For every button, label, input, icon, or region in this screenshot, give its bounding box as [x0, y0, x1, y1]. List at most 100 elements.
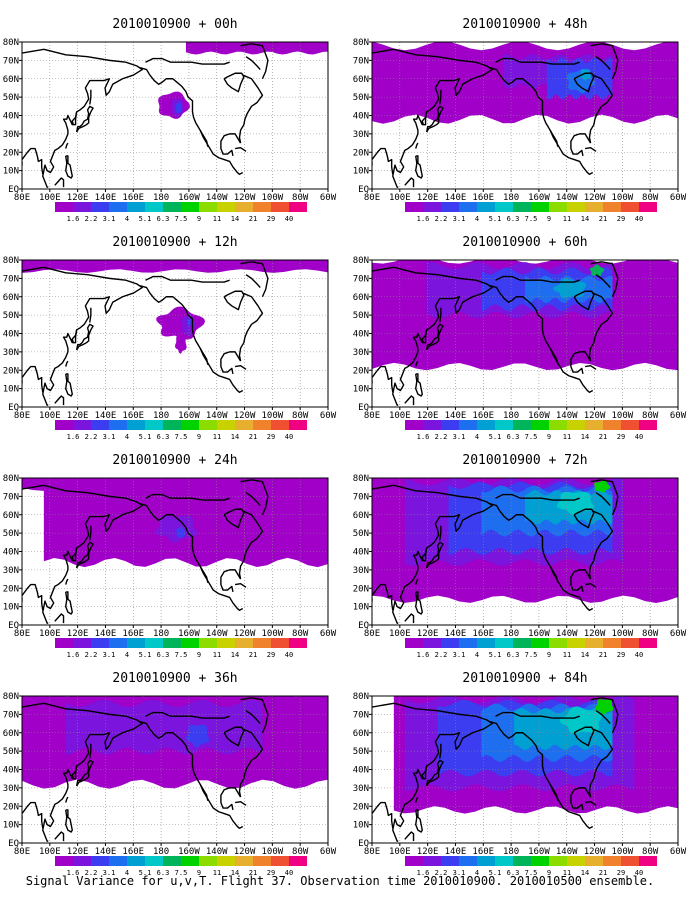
colorbar-label: 7.5	[525, 651, 538, 659]
colorbar-label: 40	[285, 869, 293, 877]
coastline	[199, 129, 209, 147]
panel-title: 2010010900 + 84h	[462, 671, 587, 686]
colorbar-label: 2.2	[435, 651, 448, 659]
y-tick-label: 40N	[353, 548, 369, 558]
colorbar-swatch	[127, 202, 145, 212]
coastline	[145, 711, 230, 719]
colorbar-swatch	[289, 638, 307, 648]
x-tick-label: 120W	[234, 411, 256, 421]
coastline	[404, 613, 415, 624]
colorbar-swatch	[567, 638, 585, 648]
colorbar: 1.6 2.2 3.1 4 5.1 6.3 7.5 9 11 14 21 29 40	[55, 638, 307, 659]
colorbar-swatch	[91, 856, 109, 866]
colorbar-swatch	[585, 420, 603, 430]
colorbar-label: 1.6	[417, 651, 430, 659]
x-tick-label: 140E	[95, 411, 117, 421]
coastline	[139, 503, 244, 612]
coastline	[549, 783, 559, 801]
coastline	[590, 261, 619, 298]
panel-title: 2010010900 + 24h	[112, 453, 237, 468]
field-contour	[65, 699, 263, 755]
x-tick-label: 100W	[262, 193, 284, 203]
y-tick-label: 30N	[353, 784, 369, 794]
coastline	[584, 582, 597, 588]
x-tick-label: 80E	[364, 629, 380, 639]
colorbar-swatch	[423, 420, 441, 430]
colorbar-swatch	[145, 420, 163, 430]
colorbar-swatch	[621, 420, 639, 430]
colorbar: 1.6 2.2 3.1 4 5.1 6.3 7.5 9 11 14 21 29 40	[55, 202, 307, 223]
colorbar-swatch	[217, 420, 235, 430]
x-tick-label: 100E	[39, 629, 61, 639]
x-tick-label: 120E	[67, 193, 89, 203]
coastline	[234, 146, 247, 152]
coastline	[573, 72, 595, 93]
coastline	[22, 365, 44, 393]
coastline	[240, 697, 269, 734]
colorbar-label: 3.1	[453, 651, 466, 659]
x-tick-label: 60W	[670, 847, 687, 857]
x-tick-label: 80E	[364, 411, 380, 421]
x-tick-label: 80W	[642, 193, 659, 203]
colorbar-swatch	[423, 856, 441, 866]
y-tick-label: 80N	[3, 256, 19, 266]
panel-8: 2010010900 + 84h 80E 100E 120E 140E 160E 180 16…	[353, 671, 687, 877]
coastline	[439, 525, 442, 541]
grid-lines	[372, 478, 678, 625]
colorbar-swatch	[109, 420, 127, 430]
colorbar-swatch	[253, 420, 271, 430]
colorbar-label: 14	[581, 869, 589, 877]
x-tick-label: 140W	[556, 193, 578, 203]
colorbar-swatch	[127, 856, 145, 866]
colorbar-label: 4	[475, 215, 479, 223]
colorbar-swatch	[73, 420, 91, 430]
x-tick-label: 80W	[292, 193, 309, 203]
coastline	[89, 525, 92, 541]
coastline	[245, 274, 261, 289]
colorbar-swatch	[549, 202, 567, 212]
colorbar-label: 9	[547, 433, 551, 441]
colorbar-swatch	[217, 202, 235, 212]
y-tick-label: 50N	[3, 529, 19, 539]
y-tick-label: 80N	[353, 38, 369, 48]
coastline	[89, 307, 92, 323]
colorbar-swatch	[217, 856, 235, 866]
coastline	[139, 67, 244, 176]
colorbar-label: 11	[563, 651, 571, 659]
colorbar-swatch	[235, 420, 253, 430]
colorbar-swatch	[405, 638, 423, 648]
colorbar-label: 40	[635, 869, 643, 877]
field-layer	[158, 42, 328, 119]
coastline	[573, 290, 595, 311]
colorbar-swatch	[423, 202, 441, 212]
x-tick-label: 160E	[122, 629, 144, 639]
coastline	[588, 510, 614, 580]
colorbar-swatch	[91, 638, 109, 648]
coastline	[404, 831, 415, 842]
y-tick-label: 70N	[3, 710, 19, 720]
colorbar-swatch	[235, 856, 253, 866]
colorbar-swatch	[477, 202, 495, 212]
coastline	[223, 72, 245, 93]
colorbar-swatch	[639, 202, 657, 212]
colorbar-label: 3.1	[453, 215, 466, 223]
y-tick-label: 10N	[353, 385, 369, 395]
coastline	[238, 74, 264, 144]
colorbar-swatch	[603, 202, 621, 212]
coastline	[245, 492, 261, 507]
y-tick-label: 20N	[3, 366, 19, 376]
x-tick-label: 120W	[234, 193, 256, 203]
grid-lines	[372, 42, 678, 189]
y-tick-label: 10N	[3, 821, 19, 831]
colorbar-swatch	[639, 420, 657, 430]
colorbar-label: 5.1	[139, 215, 152, 223]
colorbar-label: 6.3	[157, 869, 170, 877]
colorbar-label: 9	[197, 869, 201, 877]
field-contour	[187, 318, 192, 327]
colorbar-label: 6.3	[507, 869, 520, 877]
colorbar-swatch	[163, 202, 181, 212]
colorbar-swatch	[621, 202, 639, 212]
x-tick-label: 160E	[472, 193, 494, 203]
y-tick-label: 70N	[3, 274, 19, 284]
colorbar-label: 29	[617, 433, 625, 441]
